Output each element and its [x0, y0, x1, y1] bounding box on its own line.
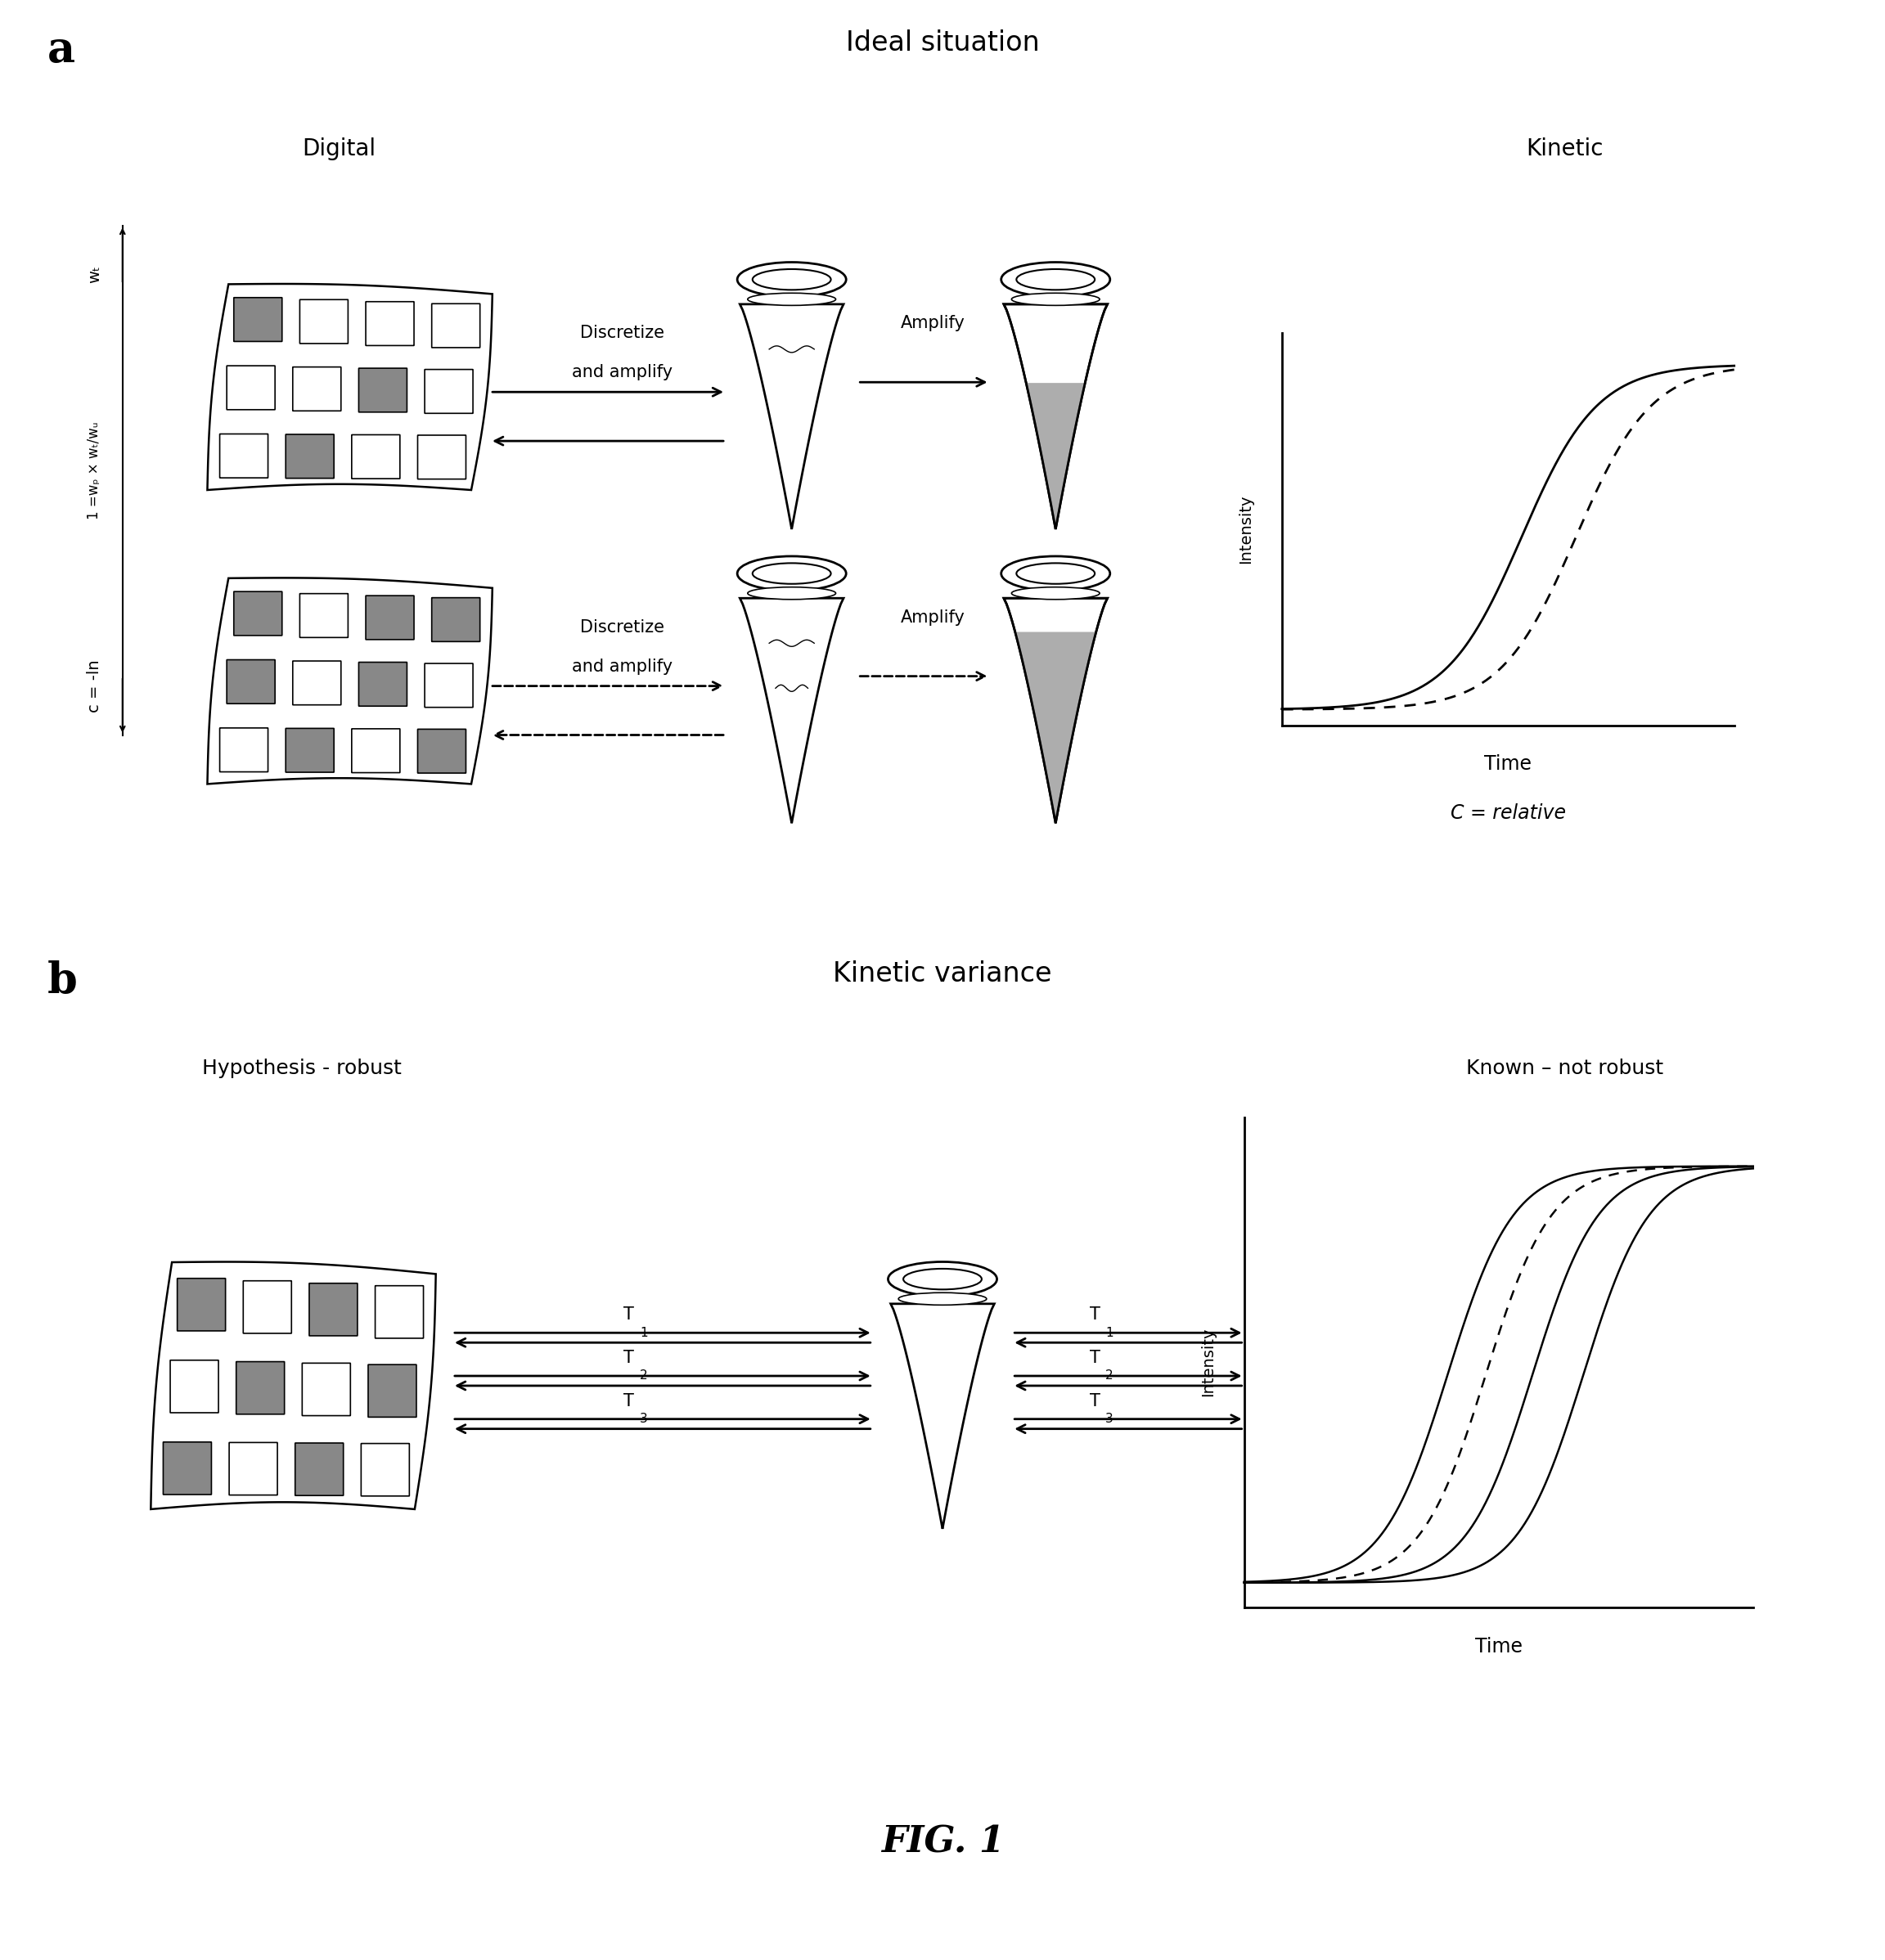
FancyBboxPatch shape: [287, 435, 334, 478]
FancyBboxPatch shape: [418, 729, 466, 772]
Text: and amplify: and amplify: [571, 659, 673, 674]
FancyBboxPatch shape: [352, 729, 400, 772]
Text: T: T: [624, 1307, 633, 1323]
Polygon shape: [739, 304, 843, 529]
Text: c = -ln: c = -ln: [87, 661, 102, 711]
FancyBboxPatch shape: [368, 1364, 417, 1417]
FancyBboxPatch shape: [234, 592, 283, 635]
Text: Intensity: Intensity: [1238, 494, 1254, 564]
Polygon shape: [1003, 304, 1106, 529]
Text: and amplify: and amplify: [571, 365, 673, 380]
Text: 2: 2: [639, 1370, 648, 1382]
FancyBboxPatch shape: [221, 727, 268, 772]
FancyBboxPatch shape: [230, 1443, 277, 1495]
FancyBboxPatch shape: [177, 1278, 226, 1331]
FancyBboxPatch shape: [243, 1280, 292, 1333]
FancyBboxPatch shape: [432, 304, 481, 347]
FancyBboxPatch shape: [226, 661, 275, 704]
Polygon shape: [1025, 382, 1086, 529]
FancyBboxPatch shape: [362, 1443, 409, 1495]
Ellipse shape: [748, 588, 835, 600]
Text: T: T: [624, 1350, 633, 1366]
FancyBboxPatch shape: [296, 1443, 343, 1495]
Text: Kinetic: Kinetic: [1525, 137, 1604, 161]
FancyBboxPatch shape: [226, 367, 275, 410]
Text: 1 =wₚ × wₜ/wᵤ: 1 =wₚ × wₜ/wᵤ: [87, 421, 102, 519]
Text: Amplify: Amplify: [901, 316, 965, 331]
Text: Discretize: Discretize: [581, 619, 664, 635]
Text: a: a: [47, 29, 75, 71]
FancyBboxPatch shape: [358, 662, 407, 706]
Ellipse shape: [1001, 557, 1110, 590]
Ellipse shape: [737, 557, 846, 590]
Ellipse shape: [1012, 588, 1099, 600]
Text: Discretize: Discretize: [581, 325, 664, 341]
Ellipse shape: [752, 563, 831, 584]
Ellipse shape: [752, 269, 831, 290]
FancyBboxPatch shape: [424, 662, 473, 708]
Polygon shape: [151, 1262, 435, 1509]
Text: C = relative: C = relative: [1450, 804, 1566, 823]
Text: b: b: [47, 960, 77, 1002]
Ellipse shape: [1016, 269, 1095, 290]
Polygon shape: [739, 598, 843, 823]
Text: T: T: [1090, 1394, 1101, 1409]
Text: T: T: [1090, 1350, 1101, 1366]
Ellipse shape: [737, 263, 846, 296]
FancyBboxPatch shape: [375, 1286, 424, 1339]
FancyBboxPatch shape: [302, 1362, 351, 1415]
Text: Hypothesis - robust: Hypothesis - robust: [202, 1058, 402, 1078]
Polygon shape: [890, 1303, 995, 1529]
Ellipse shape: [888, 1262, 997, 1296]
FancyBboxPatch shape: [424, 368, 473, 414]
FancyBboxPatch shape: [234, 298, 283, 341]
Ellipse shape: [899, 1294, 986, 1305]
Ellipse shape: [1001, 263, 1110, 296]
Text: T: T: [624, 1394, 633, 1409]
Text: 2: 2: [1105, 1370, 1114, 1382]
FancyBboxPatch shape: [432, 598, 481, 641]
Text: 1: 1: [1105, 1327, 1114, 1339]
FancyBboxPatch shape: [358, 368, 407, 412]
Ellipse shape: [1012, 294, 1099, 306]
Text: Intensity: Intensity: [1201, 1327, 1216, 1397]
FancyBboxPatch shape: [292, 367, 341, 412]
FancyBboxPatch shape: [366, 596, 415, 639]
FancyBboxPatch shape: [352, 435, 400, 478]
Text: Ideal situation: Ideal situation: [846, 29, 1039, 57]
Text: Time: Time: [1474, 1637, 1523, 1656]
FancyBboxPatch shape: [170, 1360, 219, 1413]
FancyBboxPatch shape: [292, 661, 341, 706]
FancyBboxPatch shape: [236, 1362, 285, 1415]
Polygon shape: [1003, 598, 1106, 823]
Text: Time: Time: [1483, 755, 1533, 774]
Text: T: T: [1090, 1307, 1101, 1323]
FancyBboxPatch shape: [287, 729, 334, 772]
FancyBboxPatch shape: [164, 1443, 211, 1495]
Text: Amplify: Amplify: [901, 610, 965, 625]
Text: FIG. 1: FIG. 1: [880, 1825, 1005, 1860]
FancyBboxPatch shape: [366, 302, 415, 345]
Ellipse shape: [903, 1268, 982, 1290]
Text: 1: 1: [639, 1327, 648, 1339]
FancyBboxPatch shape: [300, 594, 349, 637]
Text: 3: 3: [639, 1413, 648, 1425]
Text: ?: ?: [946, 1392, 958, 1411]
Ellipse shape: [748, 294, 835, 306]
Polygon shape: [1016, 631, 1095, 823]
FancyBboxPatch shape: [418, 435, 466, 478]
FancyBboxPatch shape: [300, 300, 349, 343]
Text: Known – not robust: Known – not robust: [1467, 1058, 1663, 1078]
Text: 3: 3: [1105, 1413, 1114, 1425]
Text: Kinetic variance: Kinetic variance: [833, 960, 1052, 988]
Polygon shape: [207, 578, 492, 784]
FancyBboxPatch shape: [309, 1284, 358, 1337]
Polygon shape: [207, 284, 492, 490]
FancyBboxPatch shape: [221, 433, 268, 478]
Text: Digital: Digital: [302, 137, 377, 161]
Ellipse shape: [1016, 563, 1095, 584]
Text: wₜ: wₜ: [87, 265, 102, 284]
